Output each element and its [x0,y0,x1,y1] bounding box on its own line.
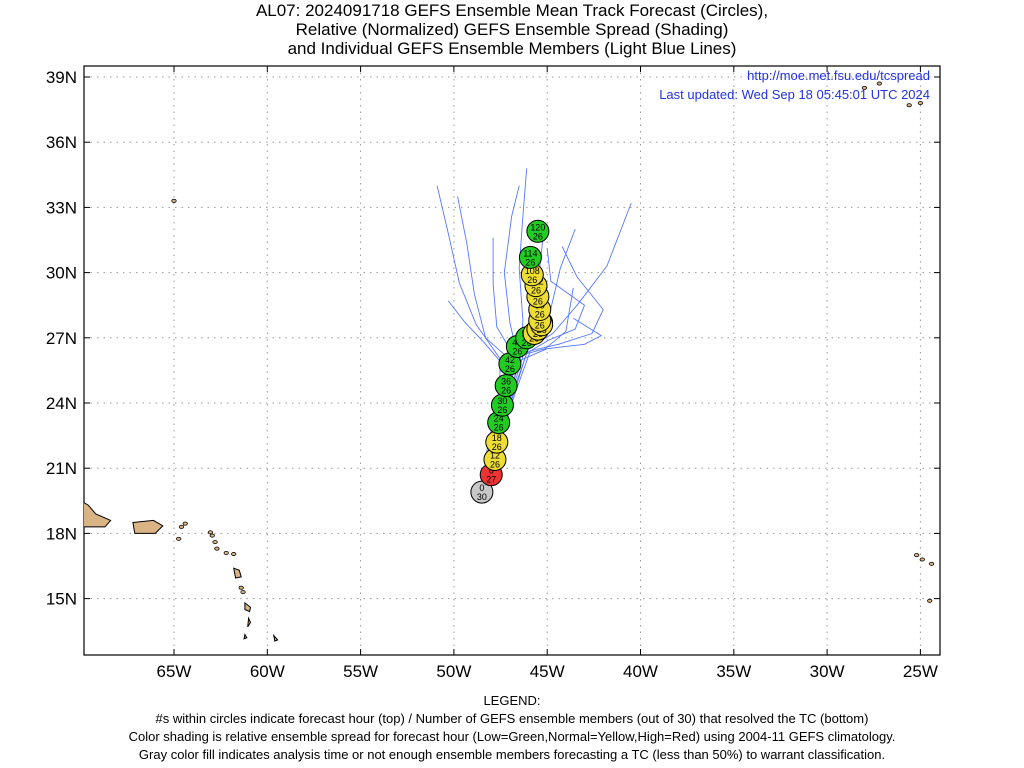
islet [176,536,182,541]
forecast-hour-label: 24 [494,414,504,424]
member-count-label: 26 [535,320,545,330]
member-count-label: 26 [527,275,537,285]
islet [231,552,237,557]
islet [906,103,912,108]
land-puerto-rico [132,519,164,534]
x-tick-label: 30W [810,662,845,681]
islet [171,198,177,203]
land-martinique [244,601,252,613]
source-url[interactable]: http://moe.met.fsu.edu/tcspread [747,68,930,83]
islet [240,590,246,595]
forecast-hour-label: 0 [479,483,484,493]
legend-line-1: #s within circles indicate forecast hour… [155,711,869,726]
y-tick-label: 18N [46,524,77,543]
grid [84,66,940,655]
member-count-label: 26 [501,386,511,396]
chart-title-line-3: and Individual GEFS Ensemble Members (Li… [287,39,737,58]
islet [223,550,229,555]
land-hispaniola-east [84,502,112,528]
land-st-lucia [247,616,252,628]
member-count-label: 26 [492,442,502,452]
x-tick-label: 55W [343,662,378,681]
chart-title-line-2: Relative (Normalized) GEFS Ensemble Spre… [295,20,729,39]
forecast-hour-label: 18 [492,433,502,443]
member-count-label: 26 [512,346,522,356]
member-count-label: 26 [535,310,545,320]
member-count-label: 26 [533,297,543,307]
member-count-label: 26 [494,423,504,433]
member-count-label: 26 [490,460,500,470]
member-count-label: 26 [531,286,541,296]
x-tick-label: 50W [436,662,471,681]
x-tick-label: 35W [716,662,751,681]
y-tick-label: 30N [46,264,77,283]
y-tick-label: 36N [46,133,77,152]
islet [876,81,882,86]
forecast-circle [526,219,550,243]
forecast-circle [518,245,542,269]
forecast-hour-label: 120 [530,222,545,232]
islet [209,533,215,538]
land-st-vincent [243,633,248,640]
islet [861,85,868,90]
x-tick-label: 40W [623,662,658,681]
y-tick-label: 27N [46,329,77,348]
islet [182,521,188,526]
land-layer [84,81,935,642]
islet [917,101,924,106]
legend-line-2: Color shading is relative ensemble sprea… [128,729,896,744]
forecast-hour-label: 42 [505,355,515,365]
islet [207,530,213,535]
y-tick-label: 21N [46,459,77,478]
y-tick-label: 39N [46,68,77,87]
last-updated: Last updated: Wed Sep 18 05:45:01 UTC 20… [659,87,930,102]
x-tick-label: 25W [903,662,938,681]
islet [238,585,244,590]
forecast-hour-label: 30 [497,396,507,406]
chart-title-line-1: AL07: 2024091718 GEFS Ensemble Mean Trac… [255,1,769,20]
islet [914,553,920,558]
member-count-label: 26 [522,338,532,348]
x-tick-label: 45W [530,662,565,681]
track-map: 0306271226182624263026362642264826542660… [46,65,941,681]
legend-heading: LEGEND: [483,693,541,708]
legend-line-3: Gray color fill indicates analysis time … [138,747,886,762]
forecast-hour-label: 108 [525,266,540,276]
forecast-hour-label: 114 [523,248,537,258]
islet [927,598,933,603]
y-tick-label: 33N [46,198,77,217]
islet [214,546,220,551]
islet [928,561,935,566]
islet [919,557,925,562]
land-guadeloupe [233,567,242,579]
y-tick-label: 24N [46,394,77,413]
islet [178,524,185,529]
member-count-label: 26 [533,231,543,241]
member-count-label: 26 [505,364,515,374]
forecast-hour-label: 36 [501,377,511,387]
forecast-hour-label: 6 [489,466,494,476]
forecast-hour-label: 12 [490,451,500,461]
axes: 65W 60W 55W 50W 45W 40W 35W 30W 25W 15N 18N 21N 24N 2… [46,66,940,681]
member-count-label: 26 [525,257,535,267]
member-count-label: 26 [497,405,507,415]
y-tick-label: 15N [46,590,77,609]
islet [212,540,218,545]
ensemble-mean-track: 0306271226182624263026362642264826542660… [470,219,554,504]
land-barbados [272,633,279,642]
member-count-label: 27 [486,475,496,485]
member-count-label: 30 [477,492,487,502]
x-tick-label: 60W [250,662,285,681]
x-tick-label: 65W [157,662,192,681]
